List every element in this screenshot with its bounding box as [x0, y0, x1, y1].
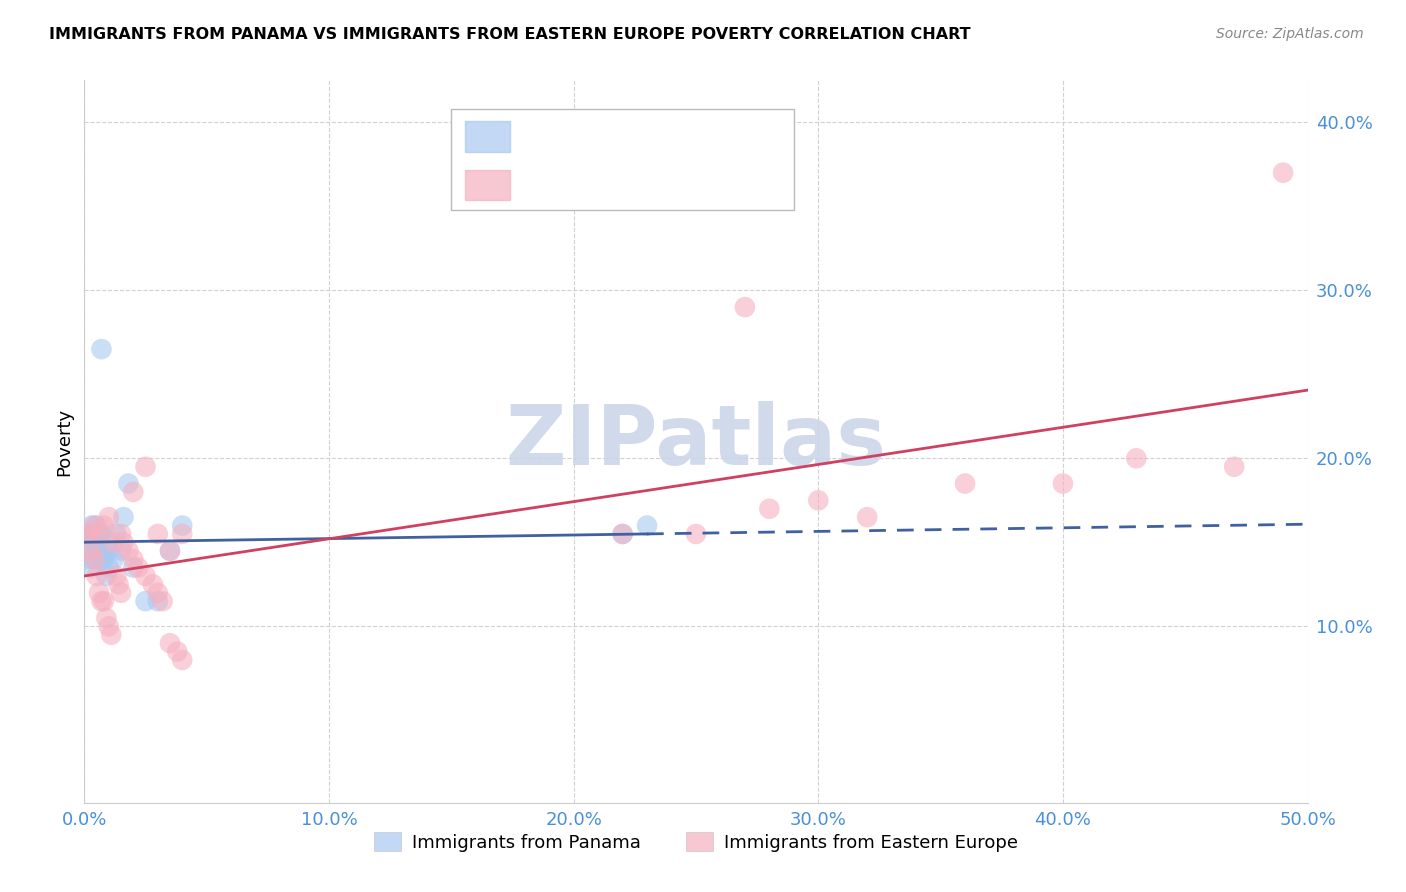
Point	[97, 619, 120, 633]
Point	[97, 560, 120, 574]
Point	[152, 594, 174, 608]
Point	[146, 586, 169, 600]
Point	[159, 543, 181, 558]
Point	[135, 569, 157, 583]
Point	[117, 543, 139, 558]
Point	[758, 501, 780, 516]
Point	[146, 594, 169, 608]
Point	[612, 527, 634, 541]
Point	[1223, 459, 1246, 474]
Point	[90, 594, 112, 608]
Point	[86, 527, 108, 541]
Point	[734, 300, 756, 314]
Point	[86, 543, 108, 558]
Point	[122, 560, 145, 574]
Point	[93, 552, 115, 566]
Point	[135, 594, 157, 608]
Point	[83, 518, 105, 533]
Point	[856, 510, 879, 524]
Text: ZIPatlas: ZIPatlas	[506, 401, 886, 482]
Point	[93, 543, 115, 558]
Point	[96, 611, 118, 625]
Point	[86, 518, 108, 533]
Point	[77, 527, 100, 541]
Point	[77, 552, 100, 566]
Point	[80, 560, 103, 574]
Point	[90, 527, 112, 541]
Point	[80, 543, 103, 558]
Point	[83, 552, 105, 566]
Point	[172, 653, 194, 667]
Point	[86, 569, 108, 583]
Point	[97, 510, 120, 524]
Point	[110, 586, 132, 600]
Point	[97, 543, 120, 558]
Point	[953, 476, 976, 491]
Point	[80, 518, 103, 533]
Point	[112, 535, 135, 549]
Point	[685, 527, 707, 541]
Point	[127, 560, 149, 574]
Point	[90, 342, 112, 356]
Point	[1272, 166, 1295, 180]
Point	[100, 628, 122, 642]
Point	[159, 543, 181, 558]
Point	[135, 459, 157, 474]
Point	[142, 577, 165, 591]
Point	[107, 577, 129, 591]
Point	[87, 543, 110, 558]
Text: Source: ZipAtlas.com: Source: ZipAtlas.com	[1216, 27, 1364, 41]
Point	[117, 476, 139, 491]
Point	[636, 518, 658, 533]
Point	[76, 527, 98, 541]
Point	[146, 527, 169, 541]
Point	[77, 527, 100, 541]
Y-axis label: Poverty: Poverty	[55, 408, 73, 475]
Point	[87, 527, 110, 541]
Point	[105, 527, 128, 541]
Point	[105, 569, 128, 583]
Point	[87, 586, 110, 600]
Point	[83, 552, 105, 566]
Point	[93, 518, 115, 533]
Point	[80, 543, 103, 558]
Point	[172, 527, 194, 541]
Point	[83, 535, 105, 549]
Point	[77, 527, 100, 541]
Text: IMMIGRANTS FROM PANAMA VS IMMIGRANTS FROM EASTERN EUROPE POVERTY CORRELATION CHA: IMMIGRANTS FROM PANAMA VS IMMIGRANTS FRO…	[49, 27, 970, 42]
Point	[1052, 476, 1074, 491]
Point	[159, 636, 181, 650]
Point	[112, 510, 135, 524]
Point	[76, 535, 98, 549]
Point	[172, 518, 194, 533]
Point	[93, 594, 115, 608]
Point	[96, 569, 118, 583]
Point	[90, 552, 112, 566]
Point	[612, 527, 634, 541]
Point	[122, 485, 145, 500]
Point	[1125, 451, 1147, 466]
Point	[103, 552, 125, 566]
Point	[87, 527, 110, 541]
Point	[103, 535, 125, 549]
Point	[122, 552, 145, 566]
Point	[166, 644, 188, 658]
Point	[110, 543, 132, 558]
Point	[110, 527, 132, 541]
Legend: Immigrants from Panama, Immigrants from Eastern Europe: Immigrants from Panama, Immigrants from …	[367, 825, 1025, 859]
Point	[807, 493, 830, 508]
